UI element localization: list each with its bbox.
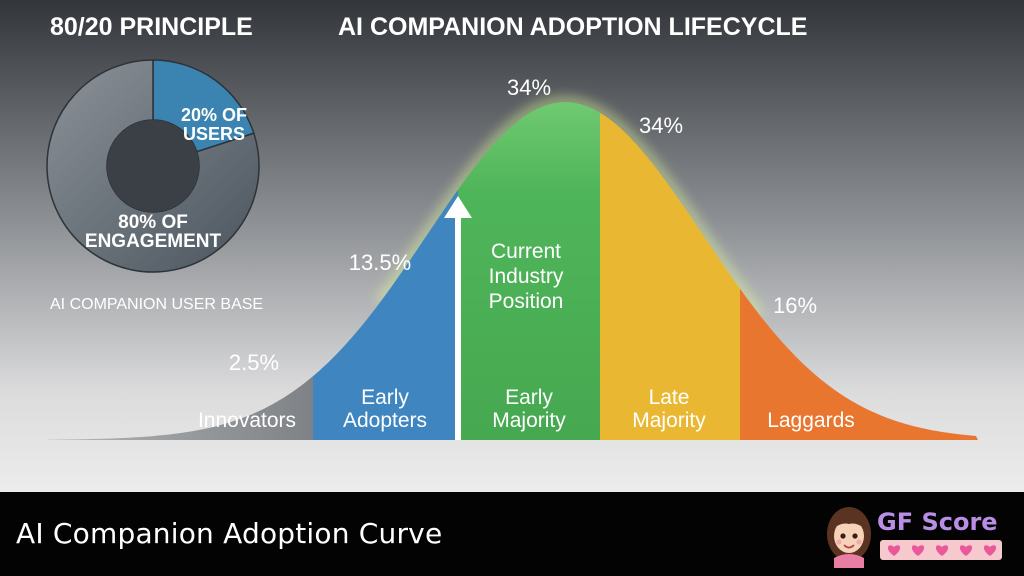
segment-percent: 34% [639, 113, 683, 138]
right-title: AI COMPANION ADOPTION LIFECYCLE [338, 13, 807, 41]
heart-icon [983, 545, 997, 556]
segment-name: Adopters [343, 409, 427, 432]
donut-hole [107, 120, 199, 212]
donut-slice-label: USERS [183, 124, 245, 144]
marker-label-line: Position [489, 290, 564, 313]
heart-icon [911, 545, 925, 556]
marker-label-line: Current [491, 240, 561, 263]
heart-icon [887, 545, 901, 556]
segment-percent: 2.5% [229, 350, 279, 375]
avatar [827, 507, 871, 568]
donut-slice-label: ENGAGEMENT [85, 231, 222, 252]
heart-icon [935, 545, 949, 556]
segment-percent: 13.5% [349, 250, 411, 275]
segment-name: Early [361, 386, 409, 409]
footer-title: AI Companion Adoption Curve [16, 517, 443, 550]
segment-percent: 16% [773, 293, 817, 318]
brand-name: GF Score [877, 508, 998, 536]
segment-name: Majority [492, 409, 566, 432]
segment-name: Majority [632, 409, 706, 432]
segment-name: Laggards [767, 409, 855, 432]
current-position-marker: Current Industry Position [444, 196, 564, 440]
gf-score-badge: GF Score [827, 507, 1002, 568]
segment-name: Late [649, 386, 690, 409]
donut-slice-label: 80% OF [118, 212, 188, 233]
segment-name: Innovators [198, 409, 296, 432]
hearts-rating [887, 545, 997, 556]
donut-caption: AI COMPANION USER BASE [50, 296, 263, 313]
donut-slice-label: 20% OF [181, 105, 247, 125]
marker-label-line: Industry [489, 265, 564, 288]
segment-percent: 34% [507, 75, 551, 100]
heart-icon [959, 545, 973, 556]
marker-label: Current Industry Position [489, 240, 564, 313]
left-title: 80/20 PRINCIPLE [50, 13, 253, 41]
marker-arrow-head [444, 196, 472, 218]
segment-name: Early [505, 386, 553, 409]
bell-curve-labels: InnovatorsEarlyAdoptersEarlyMajorityLate… [198, 75, 855, 432]
